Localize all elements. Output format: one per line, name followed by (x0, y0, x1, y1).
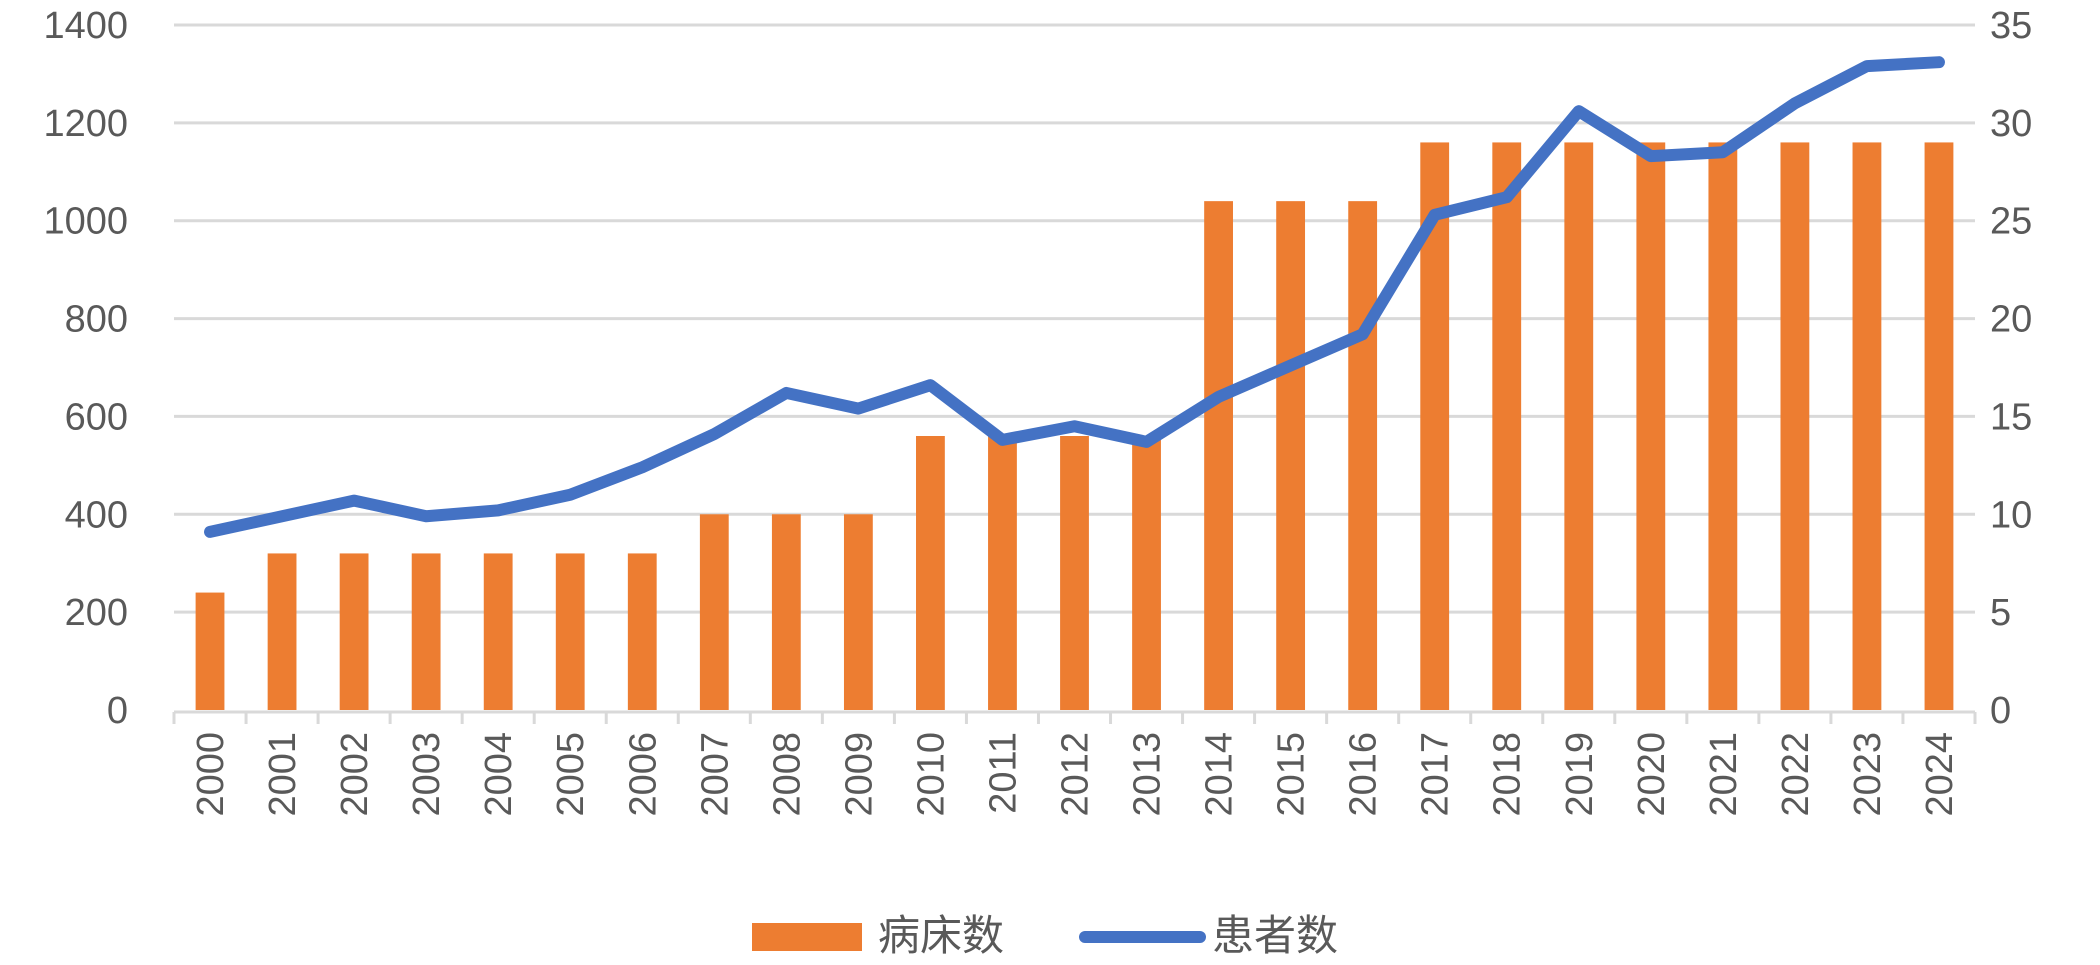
x-tick-label: 2011 (982, 732, 1024, 814)
legend-label-bar: 病床数 (878, 912, 1004, 959)
bar (1925, 142, 1954, 710)
x-tick-label: 2010 (910, 732, 952, 817)
x-tick-label: 2024 (1919, 732, 1961, 817)
x-tick-label: 2005 (550, 732, 592, 817)
x-tick-label: 2018 (1487, 732, 1529, 817)
y-left-tick-label: 400 (65, 494, 128, 536)
x-tick-label: 2008 (766, 732, 808, 817)
x-tick-label: 2019 (1559, 732, 1601, 817)
x-tick-label: 2021 (1703, 732, 1745, 817)
bar (1348, 201, 1377, 710)
y-right-tick-label: 10 (1990, 494, 2032, 536)
y-right-tick-label: 0 (1990, 690, 2011, 732)
x-tick-label: 2001 (262, 732, 304, 817)
bar (1132, 436, 1161, 710)
y-left-tick-label: 800 (65, 299, 128, 341)
y-left-tick-label: 1000 (43, 201, 128, 243)
y-left-tick-label: 0 (107, 690, 128, 732)
x-tick-label: 2013 (1127, 732, 1169, 817)
bar (484, 553, 513, 710)
bar (1708, 142, 1737, 710)
x-tick-label: 2002 (334, 732, 376, 817)
y-left-tick-label: 1200 (43, 103, 128, 145)
y-right-tick-label: 35 (1990, 5, 2032, 47)
x-tick-label: 2023 (1847, 732, 1889, 817)
bar (1853, 142, 1882, 710)
x-tick-label: 2017 (1415, 732, 1457, 817)
bar (700, 514, 729, 710)
bar (1204, 201, 1233, 710)
bar (916, 436, 945, 710)
bar (1060, 436, 1089, 710)
bar (1780, 142, 1809, 710)
y-right-tick-label: 5 (1990, 592, 2011, 634)
bar (1636, 142, 1665, 710)
x-tick-label: 2004 (478, 732, 520, 817)
bar (988, 436, 1017, 710)
bar (628, 553, 657, 710)
x-tick-label: 2003 (406, 732, 448, 817)
bar (412, 553, 441, 710)
legend: 病床数 患者数 (752, 912, 1338, 959)
x-tick-label: 2022 (1775, 732, 1817, 817)
x-tick-label: 2009 (838, 732, 880, 817)
bar (196, 593, 225, 710)
legend-label-line: 患者数 (1212, 912, 1338, 959)
x-tick-label: 2012 (1055, 732, 1097, 817)
legend-swatch-bar (752, 923, 862, 951)
x-tick-label: 2020 (1631, 732, 1673, 817)
bar (1492, 142, 1521, 710)
x-tick-label: 2006 (622, 732, 664, 817)
y-left-tick-label: 1400 (43, 5, 128, 47)
bar (844, 514, 873, 710)
x-tick-label: 2016 (1343, 732, 1385, 817)
bar (1276, 201, 1305, 710)
y-axis-right: 0 5 10 15 20 25 30 35 (1990, 5, 2032, 732)
bar (772, 514, 801, 710)
y-left-tick-label: 200 (65, 592, 128, 634)
y-right-tick-label: 20 (1990, 299, 2032, 341)
x-tick-label: 2015 (1271, 732, 1313, 817)
y-left-tick-label: 600 (65, 396, 128, 438)
x-axis: 2000 2001 2002 2003 2004 2005 2006 2007 2008 2009… (174, 712, 1975, 817)
bar (340, 553, 369, 710)
bar (1564, 142, 1593, 710)
x-tick-label: 2000 (190, 732, 232, 817)
y-right-tick-label: 15 (1990, 396, 2032, 438)
bar (556, 553, 585, 710)
y-right-tick-label: 25 (1990, 201, 2032, 243)
y-axis-left: 0 200 400 600 800 1000 1200 1400 (43, 5, 128, 732)
y-right-tick-label: 30 (1990, 103, 2032, 145)
x-tick-label: 2007 (694, 732, 736, 817)
bar (268, 553, 297, 710)
x-tick-label: 2014 (1199, 732, 1241, 817)
